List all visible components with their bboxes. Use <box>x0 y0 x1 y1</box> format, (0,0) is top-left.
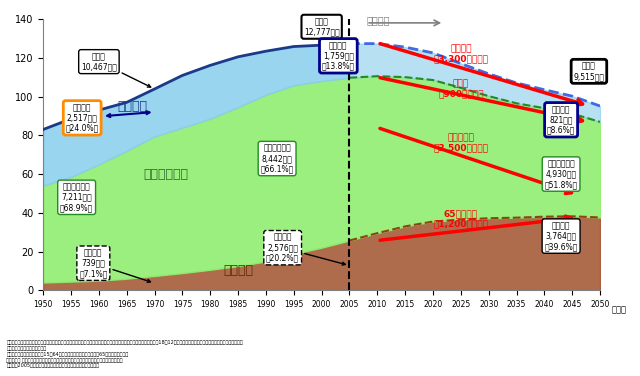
Text: 若年は
約900万人減少: 若年は 約900万人減少 <box>438 79 484 99</box>
Text: 若年人口
2,517万人
（24.0%）: 若年人口 2,517万人 （24.0%） <box>65 103 150 133</box>
Text: 生産年齢人口
8,442万人
（66.1%）: 生産年齢人口 8,442万人 （66.1%） <box>260 144 294 173</box>
Text: （推計）: （推計） <box>366 15 390 25</box>
Text: 高齢人口
3,764万人
（39.6%）: 高齢人口 3,764万人 （39.6%） <box>545 221 578 251</box>
Text: 総人口
12,777万人: 総人口 12,777万人 <box>304 17 346 41</box>
Text: 総人口
9,515万人: 総人口 9,515万人 <box>573 62 604 81</box>
Text: 若年人口
821万人
（8.6%）: 若年人口 821万人 （8.6%） <box>547 105 575 135</box>
Text: 生産年齢人口
4,930万人
（51.8%）: 生産年齢人口 4,930万人 （51.8%） <box>545 159 578 189</box>
Text: 総人口は
約3,300万人減少: 総人口は 約3,300万人減少 <box>433 44 488 64</box>
Text: 生産年齢人口: 生産年齢人口 <box>143 168 188 180</box>
Text: 若年人口: 若年人口 <box>117 100 147 113</box>
Text: 生産年齢は
約3,500万人減少: 生産年齢は 約3,500万人減少 <box>433 133 488 153</box>
Text: 若年人口
1,759万人
（13.8%）: 若年人口 1,759万人 （13.8%） <box>322 41 355 71</box>
Text: 65歳以上は
約1,200万人増加: 65歳以上は 約1,200万人増加 <box>433 209 488 228</box>
Text: （出典）総務省「国勢調査報告」、同「人口推計年報」、国立社会保障・人口問題研究所「日本の将来推計人口（平成18年12月推計）」における出生中位（死亡中位）推計を: （出典）総務省「国勢調査報告」、同「人口推計年報」、国立社会保障・人口問題研究所… <box>6 340 243 368</box>
Text: 高齢人口
739万人
（7.1%）: 高齢人口 739万人 （7.1%） <box>79 248 150 282</box>
Text: 高齢人口: 高齢人口 <box>223 264 253 277</box>
Text: （年）: （年） <box>611 306 626 315</box>
Text: 高齢人口
2,576万人
（20.2%）: 高齢人口 2,576万人 （20.2%） <box>266 233 346 265</box>
Text: 総人口
10,467万人: 総人口 10,467万人 <box>81 52 150 87</box>
Text: 生産年齢人口
7,211万人
（68.9%）: 生産年齢人口 7,211万人 （68.9%） <box>60 182 93 212</box>
